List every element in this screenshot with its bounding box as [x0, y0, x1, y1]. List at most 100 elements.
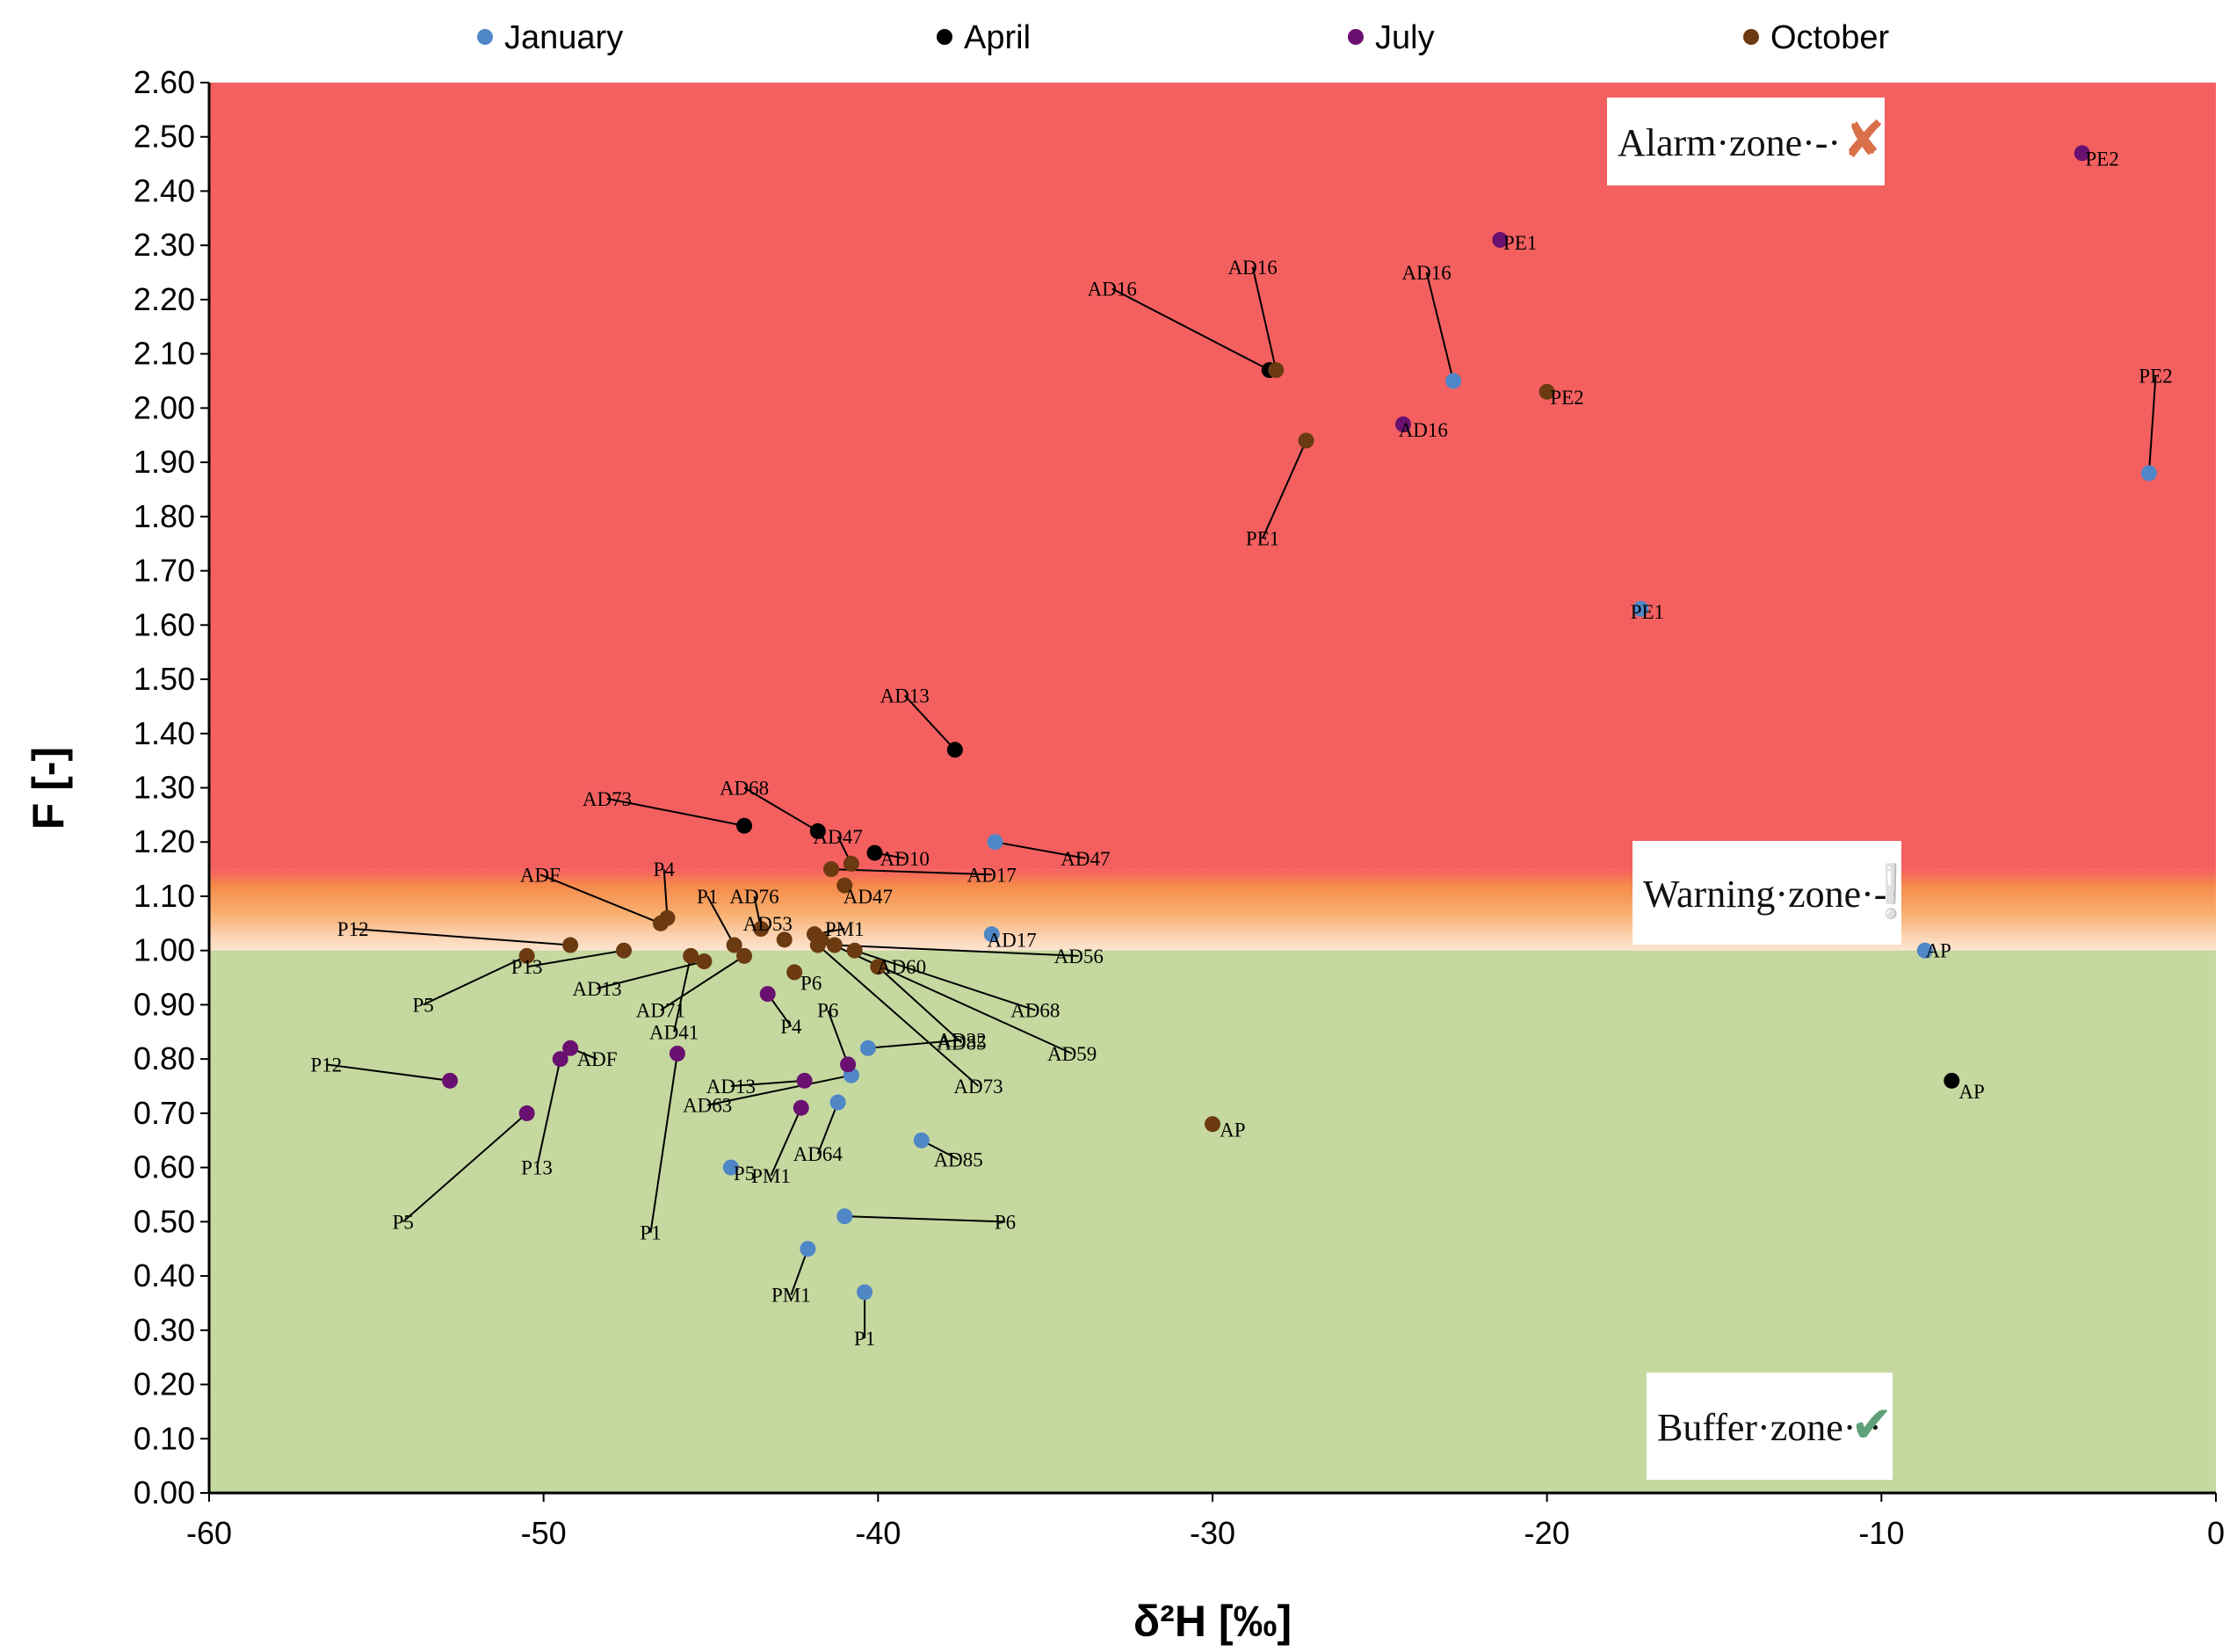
point-label: AD10 — [880, 848, 930, 870]
leader-line — [326, 1063, 451, 1082]
point-january-pe2 — [2140, 465, 2157, 482]
point-october-ad53 — [776, 931, 793, 948]
y-tick-label: 1.50 — [134, 661, 195, 697]
x-tick-label: -20 — [1524, 1515, 1570, 1551]
point-label: P1 — [697, 886, 718, 908]
y-tick-label: 0.30 — [134, 1312, 195, 1348]
point-october-p13 — [616, 942, 633, 959]
point-october-p12 — [562, 937, 579, 953]
point-label: AP — [1958, 1081, 1984, 1103]
point-labels: PE2PE1AD16APAD47AD17AD60AD85AD32AD63AD64… — [310, 148, 2172, 1350]
point-october-ad13 — [696, 953, 713, 970]
point-april-ad13 — [946, 742, 963, 758]
point-october-p1 — [726, 937, 742, 953]
leader-line — [597, 960, 705, 989]
leader-line — [817, 944, 980, 1087]
point-october-p5 — [518, 947, 535, 964]
leader-line — [706, 1074, 852, 1106]
point-label: P6 — [800, 973, 822, 995]
x-axis-title: δ²H [‰] — [1133, 1597, 1292, 1646]
point-january-ad47 — [987, 834, 1003, 851]
point-label: PE2 — [2085, 148, 2118, 170]
y-tick-label: 2.30 — [134, 227, 195, 263]
leader-line — [662, 869, 669, 918]
point-october-ad16 — [1268, 362, 1285, 379]
point-october-ad56 — [826, 937, 843, 953]
point-january-p1 — [857, 1284, 873, 1301]
y-tick-label: 1.70 — [134, 553, 195, 589]
point-label: P5 — [734, 1163, 755, 1185]
zone-band-2 — [209, 950, 2216, 1493]
legend-item-april: April — [937, 19, 1031, 56]
zone-label-text: Buffer·zone·-· — [1657, 1406, 1882, 1449]
point-april-ap — [1944, 1072, 1960, 1089]
legend-item-july: July — [1348, 19, 1435, 56]
point-october-ad41 — [683, 947, 699, 964]
leader-line — [790, 1248, 809, 1296]
zone-label-box — [1607, 98, 1885, 185]
leader-line — [706, 895, 735, 946]
y-tick-label: 1.80 — [134, 498, 195, 534]
x-tick-label: 0 — [2207, 1515, 2225, 1551]
point-label: P13 — [511, 956, 543, 978]
point-label: AD16 — [1228, 257, 1278, 279]
leader-lines — [326, 266, 2157, 1339]
y-tick-label: 1.60 — [134, 606, 195, 642]
zone-bands — [209, 83, 2216, 1493]
point-label: P4 — [780, 1016, 802, 1038]
point-july-p5 — [518, 1105, 535, 1121]
point-label: P5 — [412, 994, 433, 1016]
point-label: AD16 — [1402, 262, 1452, 284]
y-tick-label: 0.80 — [134, 1040, 195, 1076]
point-label: AD71 — [636, 1000, 685, 1022]
point-october-ad76 — [753, 921, 770, 937]
point-january-pe1 — [1633, 600, 1649, 617]
point-label: AD59 — [1047, 1043, 1097, 1065]
leader-line — [821, 938, 1073, 1054]
point-label: AD63 — [683, 1095, 732, 1117]
point-july-p13 — [552, 1051, 568, 1068]
point-july-p4 — [759, 986, 776, 1003]
zone-label-1: Warning·zone·-·❕ — [1633, 841, 1922, 945]
point-label: AD47 — [843, 886, 893, 908]
point-label: AP — [1220, 1119, 1245, 1141]
zone-label-box — [1633, 841, 1901, 945]
leader-line — [1262, 440, 1307, 539]
point-january-ad64 — [829, 1094, 846, 1111]
point-october-p4 — [659, 909, 676, 926]
point-october-pe1 — [1298, 432, 1314, 449]
leader-line — [423, 954, 528, 1006]
zone-label-2: Buffer·zone·-·✔ — [1647, 1373, 1893, 1480]
x-tick-label: -10 — [1858, 1515, 1904, 1551]
y-tick-label: 1.10 — [134, 878, 195, 914]
point-label: PE2 — [1550, 387, 1583, 409]
leader-line — [854, 949, 1036, 1011]
point-january-ad85 — [913, 1132, 930, 1148]
y-tick-labels: 0.00 0.10 0.20 0.30 0.40 0.50 0.60 0.70 0.80 0.90… — [134, 64, 209, 1511]
point-label: ADF — [520, 864, 561, 886]
y-tick-label: 0.00 — [134, 1474, 195, 1511]
point-label: P6 — [817, 1000, 838, 1022]
leader-line — [867, 1039, 962, 1049]
point-label: AD64 — [793, 1143, 843, 1165]
leader-line — [606, 797, 745, 827]
point-october-ad85 — [870, 959, 887, 975]
y-tick-label: 1.30 — [134, 770, 195, 806]
y-tick-label: 2.20 — [134, 281, 195, 317]
point-label: AD41 — [649, 1021, 699, 1043]
y-tick-label: 1.20 — [134, 823, 195, 859]
point-january-ad17 — [983, 926, 1000, 943]
leader-line — [1425, 272, 1455, 381]
legend-label: January — [504, 19, 623, 56]
leader-line — [649, 1053, 678, 1233]
point-label: PE1 — [1631, 601, 1664, 623]
x-tick-label: -60 — [186, 1515, 232, 1551]
point-label: AD13 — [706, 1076, 756, 1098]
leader-line — [834, 944, 1079, 957]
y-tick-label: 1.90 — [134, 444, 195, 480]
point-october-ad71 — [736, 947, 753, 964]
point-label: AD68 — [720, 778, 769, 800]
point-april-ad10 — [866, 844, 883, 861]
point-label: AD85 — [937, 1032, 986, 1054]
y-tick-label: 1.00 — [134, 932, 195, 968]
